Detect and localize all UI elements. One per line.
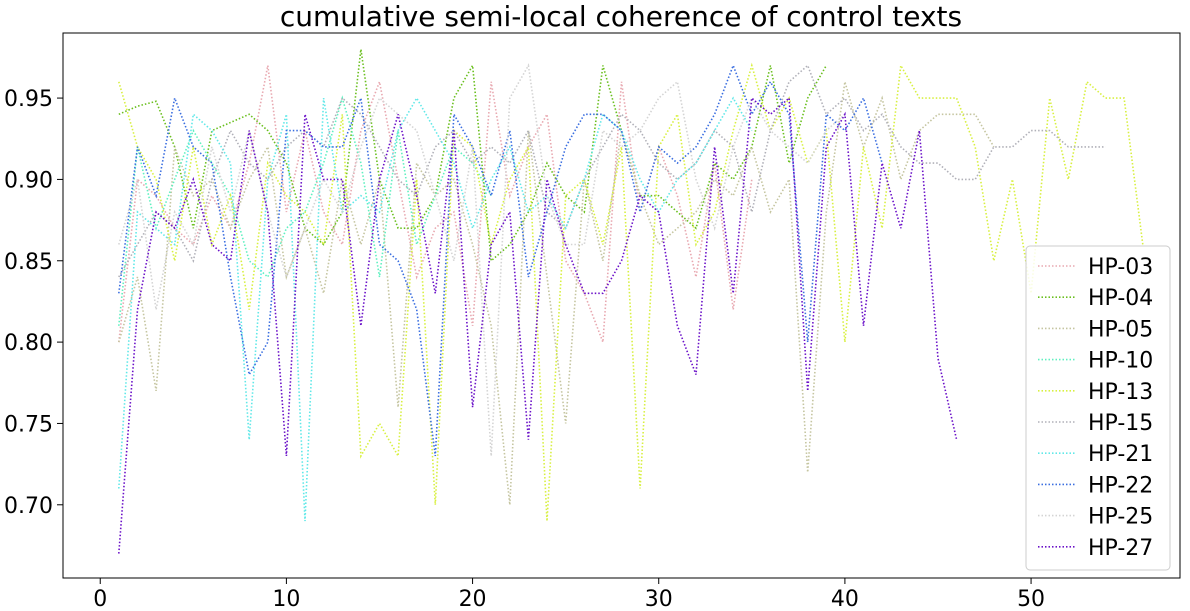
legend-label-hp-03: HP-03 [1088, 255, 1153, 280]
y-tick-label: 0.80 [4, 331, 53, 356]
y-tick-label: 0.95 [4, 87, 53, 112]
series-line-hp-13 [118, 62, 1144, 522]
legend-label-hp-13: HP-13 [1088, 380, 1153, 405]
series-line-hp-22 [118, 63, 883, 457]
x-tick-label: 20 [459, 587, 487, 611]
legend-label-hp-10: HP-10 [1088, 349, 1153, 374]
x-tick-label: 30 [645, 587, 673, 611]
y-tick-label: 0.85 [4, 250, 53, 275]
legend-label-hp-04: HP-04 [1088, 286, 1153, 311]
series-line-hp-03 [118, 65, 753, 343]
x-tick-label: 10 [272, 587, 300, 611]
series-line-hp-05 [118, 81, 995, 505]
axis-ticks: 0 10 20 30 40 50 0.70 0.75 0.80 0.85 0.90 0.95 [4, 87, 1045, 611]
y-tick-label: 0.70 [4, 494, 53, 519]
legend-label-hp-21: HP-21 [1088, 442, 1153, 467]
legend-label-hp-27: HP-27 [1088, 536, 1153, 561]
series-line-hp-04 [118, 49, 827, 263]
x-tick-label: 50 [1017, 587, 1045, 611]
legend-label-hp-25: HP-25 [1088, 505, 1153, 530]
x-tick-label: 0 [93, 587, 107, 611]
legend-label-hp-15: HP-15 [1088, 411, 1153, 436]
y-tick-label: 0.75 [4, 412, 53, 437]
legend: HP-03 HP-04 HP-05 HP-10 HP-13 HP-15 HP-21 HP-22… [1025, 245, 1171, 571]
series-lines [118, 49, 1144, 554]
series-line-hp-21 [118, 96, 753, 522]
chart-title: cumulative semi-local coherence of contr… [280, 0, 962, 33]
legend-label-hp-22: HP-22 [1088, 473, 1153, 498]
series-line-hp-27 [118, 96, 958, 554]
y-tick-label: 0.90 [4, 168, 53, 193]
plot-area [62, 32, 1181, 579]
legend-label-hp-05: HP-05 [1088, 317, 1153, 342]
x-tick-label: 40 [831, 587, 859, 611]
legend-box [1025, 245, 1171, 571]
series-line-hp-10 [118, 95, 492, 326]
